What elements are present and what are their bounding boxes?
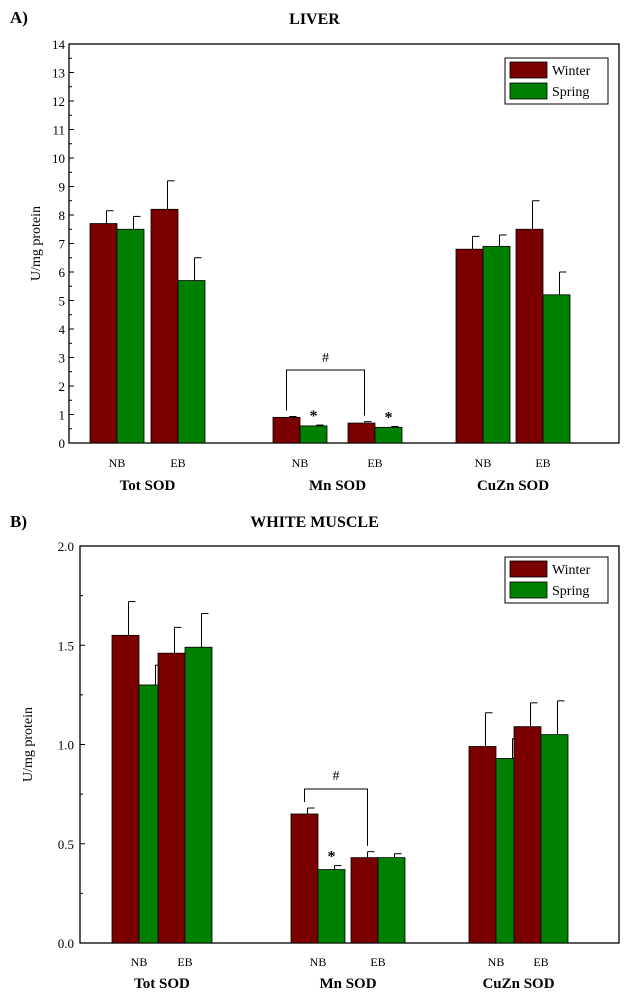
category-label-eb: EB [367, 456, 382, 470]
liver-panel: A) LIVER 0 1 2 3 4 5 6 7 8 9 10 11 12 13 14 U/mg protei… [10, 8, 620, 494]
asterisk-annotation: * [310, 408, 318, 425]
panel-b-label: B) [10, 512, 27, 531]
y-tick-label: 10 [52, 151, 65, 166]
bar-winter [272, 416, 301, 444]
y-tick-label: 11 [52, 123, 65, 138]
y-tick-label: 2.0 [58, 539, 74, 554]
y-tick-label: 9 [59, 180, 66, 195]
category-label-nb: NB [488, 955, 505, 969]
y-tick-label: 5 [59, 294, 66, 309]
bar-spring [540, 734, 569, 944]
category-label-eb: EB [533, 955, 548, 969]
y-tick-label: 12 [52, 94, 65, 109]
bar-spring [184, 646, 213, 944]
group-label: CuZn SOD [477, 478, 549, 494]
bar-winter [455, 248, 484, 444]
category-label-eb: EB [370, 955, 385, 969]
bar-spring [374, 426, 403, 444]
bar-spring [377, 857, 406, 944]
y-tick-label: 1.0 [58, 738, 74, 753]
legend-label-winter: Winter [552, 563, 591, 578]
y-tick-label: 0.5 [58, 837, 74, 852]
asterisk-annotation: * [385, 409, 393, 426]
panel-a-label: A) [10, 8, 28, 27]
white-muscle-chart-title: WHITE MUSCLE [250, 514, 379, 531]
bar-spring [542, 294, 571, 444]
category-label-nb: NB [109, 456, 126, 470]
hash-annotation: # [333, 769, 340, 784]
bar-winter [157, 652, 186, 944]
group-label: Tot SOD [134, 976, 190, 992]
bar-winter [347, 422, 376, 444]
bar-spring [116, 228, 145, 444]
asterisk-annotation: * [328, 849, 336, 866]
bar-winter [513, 726, 542, 944]
y-tick-label: 4 [59, 322, 66, 337]
bar-spring [317, 869, 346, 944]
y-tick-label: 3 [59, 351, 66, 366]
bar-winter [468, 746, 497, 944]
group-label: CuZn SOD [482, 976, 554, 992]
category-label-eb: EB [177, 955, 192, 969]
bar-spring [299, 425, 328, 444]
y-tick-label: 8 [59, 208, 66, 223]
bar-winter [290, 813, 319, 944]
legend-swatch-winter [509, 560, 548, 578]
y-tick-label: 7 [59, 237, 66, 252]
y-tick-label: 1 [59, 408, 66, 423]
white-muscle-bar-chart: 0.0 0.5 1.0 1.5 2.0 U/mg protein NB EB Tot SOD NB… [21, 539, 620, 992]
y-tick-label: 1.5 [58, 638, 74, 653]
liver-chart-title: LIVER [289, 11, 340, 28]
legend-swatch-spring [509, 82, 548, 100]
y-tick-label: 13 [52, 66, 65, 81]
bar-spring [482, 245, 511, 444]
legend-label-winter: Winter [552, 64, 591, 79]
legend-label-spring: Spring [552, 85, 589, 100]
bar-winter [350, 857, 379, 944]
category-label-eb: EB [170, 456, 185, 470]
y-axis-label: U/mg protein [21, 707, 36, 782]
category-label-eb: EB [535, 456, 550, 470]
significance-bracket [304, 788, 368, 846]
y-tick-label: 14 [52, 37, 66, 52]
bar-winter [150, 208, 179, 444]
category-label-nb: NB [475, 456, 492, 470]
legend-swatch-winter [509, 61, 548, 79]
category-label-nb: NB [292, 456, 309, 470]
bar-spring [177, 280, 206, 444]
y-tick-label: 2 [59, 379, 66, 394]
bar-winter [515, 228, 544, 444]
group-label: Mn SOD [319, 976, 376, 992]
white-muscle-panel: B) WHITE MUSCLE 0.0 0.5 1.0 1.5 2.0 U/mg prot… [0, 500, 629, 1000]
category-label-nb: NB [131, 955, 148, 969]
group-label: Mn SOD [309, 478, 366, 494]
legend-swatch-spring [509, 581, 548, 599]
significance-bracket [286, 369, 365, 416]
category-label-nb: NB [310, 955, 327, 969]
y-tick-label: 0.0 [58, 936, 74, 951]
bar-winter [111, 634, 140, 944]
y-tick-label: 0 [59, 436, 66, 451]
group-label: Tot SOD [120, 478, 176, 494]
bar-winter [89, 223, 118, 444]
legend-label-spring: Spring [552, 584, 589, 599]
hash-annotation: # [322, 351, 329, 366]
y-tick-label: 6 [59, 265, 66, 280]
y-axis-label: U/mg protein [29, 206, 44, 281]
